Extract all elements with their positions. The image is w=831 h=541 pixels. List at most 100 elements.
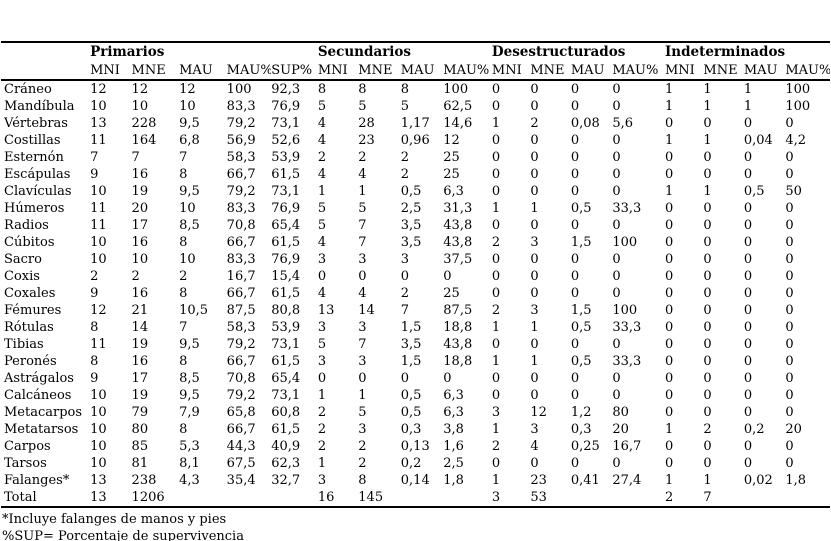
cell: 3: [530, 303, 539, 318]
cell: 0: [785, 235, 794, 250]
cell: 6,3: [443, 184, 464, 199]
cell: 100: [226, 82, 252, 97]
table-row: Costillas 11 164 6,8 56,9 52,6 4 23 0,96 12 0 0 0 0 1 1…: [1, 132, 830, 149]
cell: 7: [358, 218, 367, 233]
cell: 19: [131, 388, 149, 403]
cell: 1: [703, 184, 712, 199]
cell: 0: [491, 252, 501, 267]
cell: 0: [743, 201, 753, 216]
cell: 0,13: [400, 439, 430, 454]
cell: 3: [358, 320, 367, 335]
cell: 10: [131, 252, 149, 267]
cell: 14: [131, 320, 149, 335]
cell: 3,5: [400, 337, 422, 352]
cell: 11: [90, 218, 107, 233]
table-row: Escápulas 9 16 8 66,7 61,5 4 4 2 25 0 0 0 0 0 0 0 0: [1, 166, 830, 183]
cell: 18,8: [443, 320, 473, 335]
cell: 1,6: [443, 439, 464, 454]
cell: 0: [612, 133, 621, 148]
row-label: Cráneo: [4, 82, 52, 97]
cell: 6,3: [443, 405, 464, 420]
cell: 0: [570, 337, 580, 352]
cell: 8: [179, 235, 188, 250]
cell: 7: [179, 150, 188, 165]
cell: 3: [317, 320, 327, 335]
cell: 1: [491, 320, 501, 335]
cell: 0: [785, 337, 794, 352]
cell: 145: [358, 489, 401, 508]
cell: 7: [131, 150, 140, 165]
cell: 8: [317, 82, 327, 97]
cell: 1: [664, 184, 674, 199]
cell: 3: [491, 405, 501, 420]
cell: 11: [90, 201, 107, 216]
cell: 0: [530, 218, 539, 233]
cell: 87,5: [226, 303, 256, 318]
cell: 0: [491, 388, 501, 403]
cell: 0,25: [570, 439, 600, 454]
cell: 0: [664, 150, 674, 165]
cell: 0: [491, 99, 501, 114]
table-row: Radios 11 17 8,5 70,8 65,4 5 7 3,5 43,8 0 0 0 0 0 0 0 0: [1, 217, 830, 234]
cell: 0,96: [400, 133, 430, 148]
cell: 4: [317, 116, 327, 131]
cell: 0: [785, 269, 794, 284]
cell: 0: [491, 184, 501, 199]
cell: 0: [743, 303, 753, 318]
cell: 0: [785, 405, 794, 420]
cell: 2: [317, 422, 327, 437]
cell: 0,5: [400, 405, 422, 420]
cell: 3: [317, 354, 327, 369]
cell: 1: [491, 116, 501, 131]
table-row: Calcáneos 10 19 9,5 79,2 73,1 1 1 0,5 6,3 0 0 0 0 0 0 0 0: [1, 387, 830, 404]
cell: 61,5: [271, 235, 301, 250]
cell: 0: [530, 286, 539, 301]
cell: 19: [131, 337, 149, 352]
cell: 1: [530, 320, 539, 335]
cell: 0: [743, 269, 753, 284]
cell: 76,9: [271, 252, 301, 267]
cell: 1,8: [785, 473, 807, 488]
cell: 9,5: [179, 184, 200, 199]
cell: 0: [612, 218, 621, 233]
cell: 0: [743, 439, 753, 454]
table-body: Cráneo 12 12 12 100 92,3 8 8 8 100 0 0 0 0 1 1 1 100 Mandí…: [1, 80, 830, 508]
cell: [570, 489, 613, 508]
cell: 4: [358, 286, 367, 301]
cell: 52,6: [271, 133, 301, 148]
cell: 10: [90, 422, 107, 437]
cell: 5: [358, 201, 367, 216]
cell: 1,8: [443, 473, 464, 488]
cell: 2: [400, 167, 410, 182]
column-header: MNE: [131, 62, 180, 81]
cell: 6,3: [443, 388, 464, 403]
cell: 0,5: [743, 184, 765, 199]
cell: 4: [317, 286, 327, 301]
cell: 31,3: [443, 201, 473, 216]
cell: 8: [179, 167, 188, 182]
cell: 0: [785, 388, 794, 403]
table-row: Carpos 10 85 5,3 44,3 40,9 2 2 0,13 1,6 2 4 0,25 16,7…: [1, 438, 830, 455]
cell: 9: [90, 286, 99, 301]
cell: 0: [570, 133, 580, 148]
cell: 0: [703, 320, 712, 335]
cell: 0: [491, 150, 501, 165]
group-header-secundarios: Secundarios: [317, 44, 412, 60]
cell: 16: [317, 489, 359, 508]
cell: 4: [358, 167, 367, 182]
group-header-row: Primarios Secundarios Desestructurados Inde…: [1, 42, 830, 62]
cell: 10: [90, 456, 107, 471]
cell: 0: [612, 167, 621, 182]
cell: 0: [317, 371, 327, 386]
cell: 0: [743, 320, 753, 335]
cell: 0: [570, 167, 580, 182]
table-row: Tibias 11 19 9,5 79,2 73,1 5 7 3,5 43,8 0 0 0 0 0 0 0 0: [1, 336, 830, 353]
cell: 33,3: [612, 320, 642, 335]
cell: 0,2: [400, 456, 422, 471]
table-row: Fémures 12 21 10,5 87,5 80,8 13 14 7 87,5 2 3 1,5 100…: [1, 302, 830, 319]
cell: 53,9: [271, 320, 301, 335]
row-label: Peronés: [4, 354, 57, 369]
cell: 21: [131, 303, 149, 318]
cell: 66,7: [226, 167, 256, 182]
cell: 58,3: [226, 150, 256, 165]
